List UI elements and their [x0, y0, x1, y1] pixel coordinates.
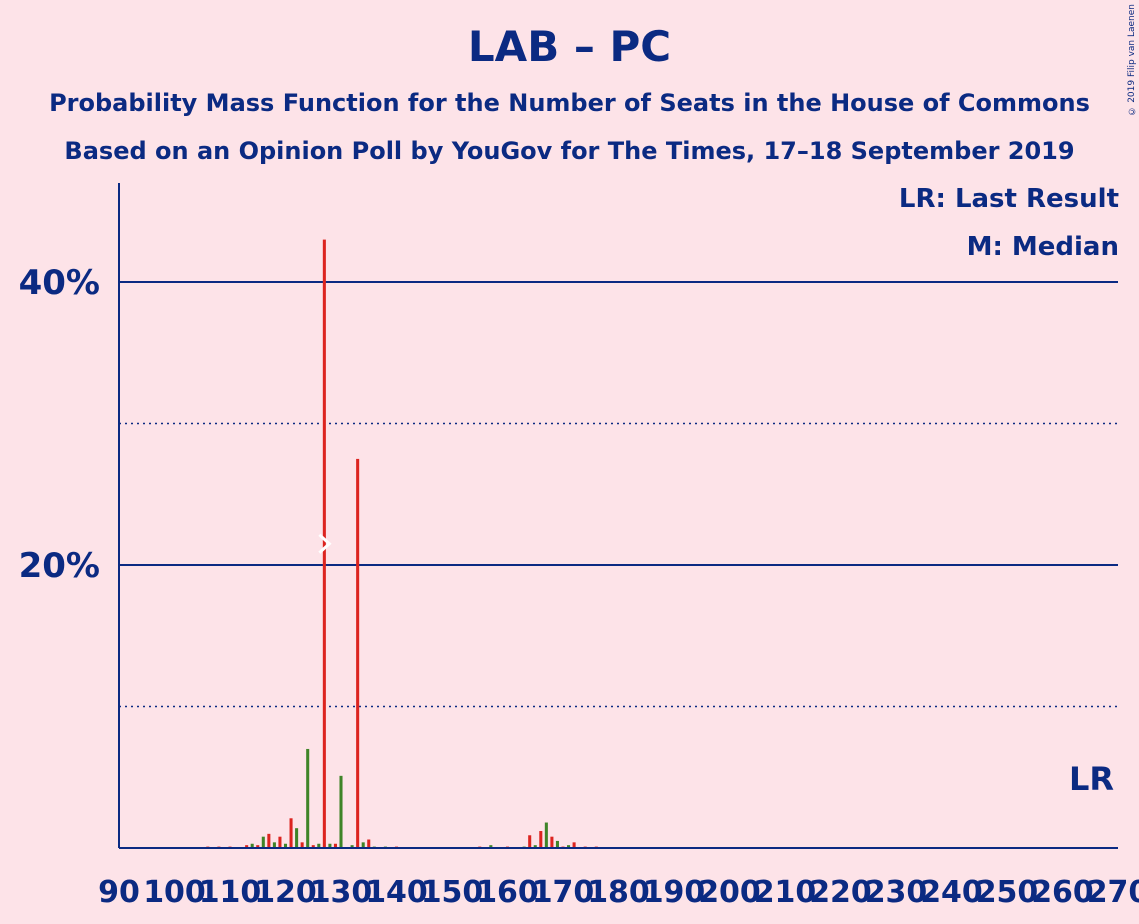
bar-165 [533, 845, 537, 848]
legend-median: M: Median [966, 232, 1119, 262]
x-tick-label-120: 120 [254, 875, 317, 910]
bar-126 [317, 843, 321, 848]
x-tick-label-130: 130 [310, 875, 373, 910]
x-tick-label-270: 270 [1087, 875, 1139, 910]
x-tick-label-100: 100 [143, 875, 206, 910]
bar-134 [361, 842, 365, 848]
x-tick-label-240: 240 [920, 875, 983, 910]
bar-132 [350, 845, 354, 848]
y-tick-label-40: 40% [19, 263, 100, 303]
x-tick-label-160: 160 [476, 875, 539, 910]
chart-annotations: LR [318, 533, 1114, 798]
x-tick-label-200: 200 [698, 875, 761, 910]
bar-115 [256, 845, 260, 848]
bar-157 [489, 845, 493, 848]
x-tick-label-250: 250 [976, 875, 1039, 910]
x-tick-label-140: 140 [365, 875, 428, 910]
x-tick-label-260: 260 [1031, 875, 1094, 910]
bar-169 [555, 840, 559, 848]
x-tick-label-90: 90 [98, 875, 140, 910]
bar-116 [261, 836, 265, 848]
axes [118, 183, 1118, 849]
chart-subtitle-1: Probability Mass Function for the Number… [49, 89, 1090, 117]
bar-128 [328, 843, 332, 848]
legend-last-result: LR: Last Result [898, 184, 1119, 214]
x-tick-label-110: 110 [199, 875, 262, 910]
bar-129 [333, 843, 337, 848]
bar-120 [283, 843, 288, 848]
bar-113 [245, 845, 249, 848]
bar-127 [322, 239, 326, 848]
bar-171 [567, 845, 571, 848]
bar-119 [278, 836, 282, 848]
chart-subtitle-2: Based on an Opinion Poll by YouGov for T… [64, 137, 1075, 165]
bar-114 [250, 843, 254, 848]
bar-118 [272, 842, 276, 848]
bar-133 [356, 458, 360, 848]
x-tick-label-230: 230 [865, 875, 928, 910]
x-tick-labels: 90 10011012013014015016017018019020021022… [98, 875, 1139, 910]
bar-168 [550, 836, 554, 848]
bar-123 [300, 842, 304, 848]
bar-167 [544, 822, 548, 848]
x-tick-label-180: 180 [587, 875, 650, 910]
bar-124 [306, 748, 310, 848]
x-tick-label-220: 220 [809, 875, 872, 910]
x-tick-label-170: 170 [532, 875, 595, 910]
bar-164 [528, 835, 532, 848]
bar-series [206, 239, 598, 848]
gridlines [119, 281, 1118, 708]
bar-125 [311, 845, 315, 848]
bar-121 [289, 818, 293, 848]
bar-117 [267, 833, 271, 848]
x-tick-label-190: 190 [643, 875, 706, 910]
bar-122 [295, 828, 299, 848]
chart-title: LAB – PC [467, 22, 672, 71]
bar-166 [539, 831, 543, 848]
y-tick-labels: 20% 40% [19, 263, 100, 586]
bar-135 [367, 839, 371, 848]
bar-130 [339, 775, 343, 848]
last-result-marker-label: LR [1069, 760, 1114, 798]
x-tick-label-150: 150 [421, 875, 484, 910]
bar-172 [572, 842, 576, 848]
y-tick-label-20: 20% [19, 546, 100, 586]
x-tick-label-210: 210 [754, 875, 817, 910]
median-marker [318, 533, 332, 554]
